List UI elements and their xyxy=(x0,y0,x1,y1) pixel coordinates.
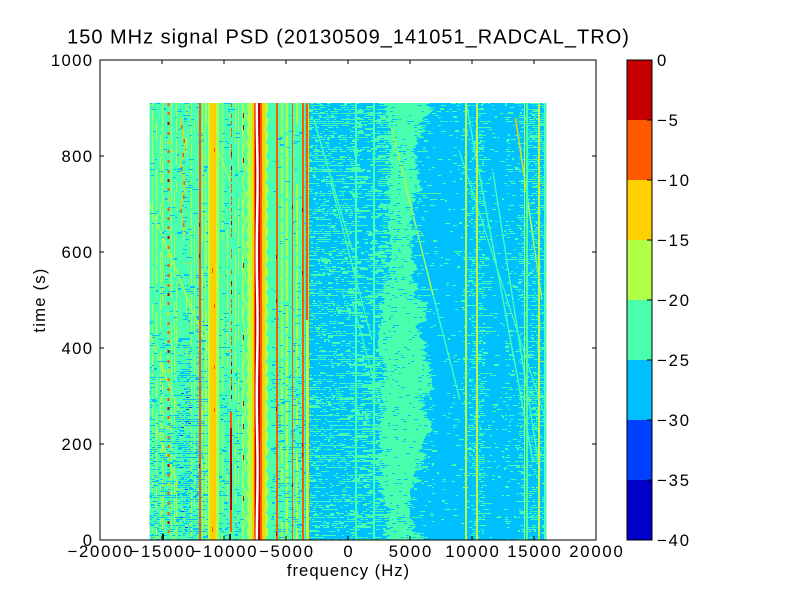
svg-text:−35: −35 xyxy=(657,471,691,490)
svg-text:600: 600 xyxy=(62,243,94,262)
svg-text:time (s): time (s) xyxy=(30,267,49,332)
svg-text:800: 800 xyxy=(62,147,94,166)
svg-text:0: 0 xyxy=(83,531,94,550)
svg-text:150 MHz signal PSD (20130509_1: 150 MHz signal PSD (20130509_141051_RADC… xyxy=(67,27,630,49)
svg-text:−40: −40 xyxy=(657,531,691,550)
svg-text:15000: 15000 xyxy=(507,542,562,561)
svg-text:−15000: −15000 xyxy=(129,542,196,561)
svg-text:−15: −15 xyxy=(657,231,691,250)
svg-text:5000: 5000 xyxy=(389,542,433,561)
svg-text:400: 400 xyxy=(62,339,94,358)
svg-text:−10000: −10000 xyxy=(191,542,258,561)
svg-text:10000: 10000 xyxy=(445,542,500,561)
svg-text:0: 0 xyxy=(343,542,354,561)
svg-text:−5: −5 xyxy=(657,111,680,130)
svg-text:1000: 1000 xyxy=(51,51,93,70)
svg-text:−5000: −5000 xyxy=(259,542,315,561)
svg-text:0: 0 xyxy=(657,51,668,70)
svg-text:20000: 20000 xyxy=(569,542,624,561)
svg-text:200: 200 xyxy=(62,435,94,454)
svg-text:−20: −20 xyxy=(657,291,691,310)
svg-text:frequency (Hz): frequency (Hz) xyxy=(287,561,410,580)
svg-text:−20000: −20000 xyxy=(67,542,134,561)
svg-text:−30: −30 xyxy=(657,411,691,430)
svg-text:−10: −10 xyxy=(657,171,691,190)
svg-text:−25: −25 xyxy=(657,351,691,370)
